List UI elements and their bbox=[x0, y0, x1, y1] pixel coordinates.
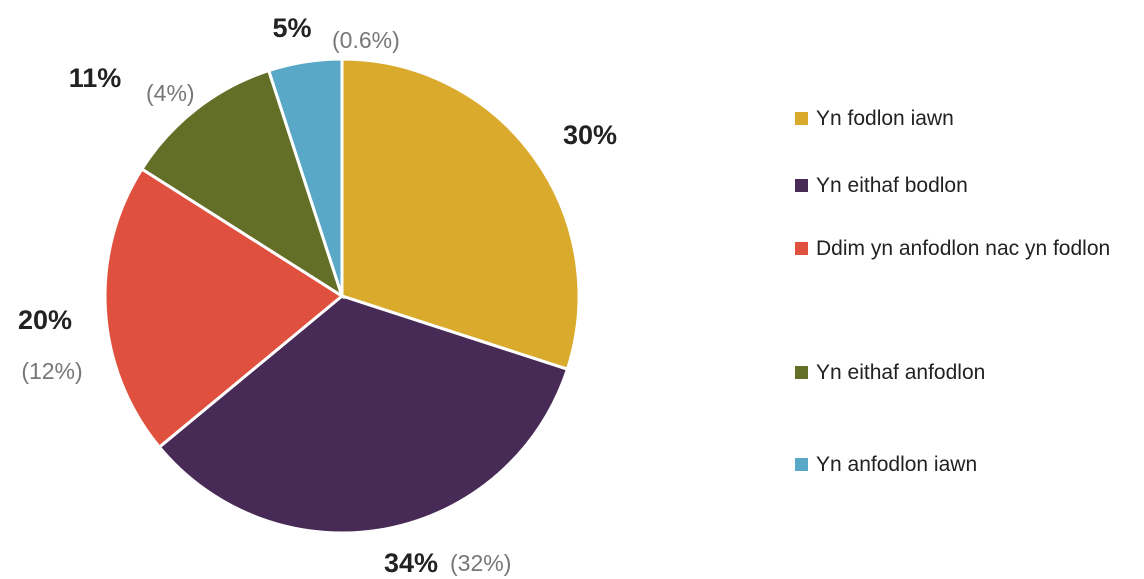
secondary-label: (4%) bbox=[146, 80, 195, 106]
pie-slice bbox=[340, 57, 581, 372]
secondary-label: (32%) bbox=[450, 550, 511, 576]
slice-label: 11% bbox=[69, 63, 122, 93]
legend-swatch bbox=[795, 458, 808, 471]
slice-label: 20% bbox=[18, 305, 72, 335]
legend-swatch bbox=[795, 366, 808, 379]
legend-swatch bbox=[795, 179, 808, 192]
legend-label: Yn eithaf bodlon bbox=[816, 174, 968, 197]
pie-slice bbox=[157, 294, 570, 535]
pie-slice bbox=[103, 166, 345, 450]
slice-label: 34% bbox=[384, 548, 438, 578]
secondary-label: (12%) bbox=[21, 358, 82, 384]
secondary-label: (0.6%) bbox=[332, 27, 400, 53]
legend-label: Ddim yn anfodlon nac yn fodlon bbox=[816, 237, 1111, 260]
legend-swatch bbox=[795, 242, 808, 255]
legend-item: Ddim yn anfodlon nac yn fodlon bbox=[795, 232, 1135, 265]
legend-label: Yn fodlon iawn bbox=[816, 107, 954, 130]
slice-label: 5% bbox=[272, 13, 311, 43]
pie-slice bbox=[139, 68, 345, 300]
legend-item: Yn eithaf bodlon bbox=[795, 169, 1135, 202]
legend-item: Yn fodlon iawn bbox=[795, 102, 1135, 135]
pie-slice bbox=[266, 57, 344, 297]
legend-item: Yn eithaf anfodlon bbox=[795, 356, 1135, 389]
legend-swatch bbox=[795, 112, 808, 125]
slice-label: 30% bbox=[563, 120, 617, 150]
legend-label: Yn anfodlon iawn bbox=[816, 453, 978, 476]
legend-item: Yn anfodlon iawn bbox=[795, 448, 1135, 481]
legend-label: Yn eithaf anfodlon bbox=[816, 361, 986, 384]
